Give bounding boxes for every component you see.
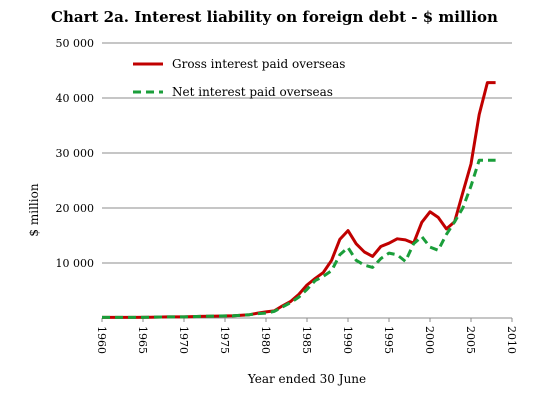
y-tick-label: 20 000: [56, 202, 95, 215]
x-tick-label: 2000: [423, 326, 436, 354]
legend-label: Net interest paid overseas: [172, 85, 333, 99]
y-tick-label: 30 000: [56, 147, 95, 160]
y-axis-ticks: 10 000 20 000 30 000 40 000 50 000: [56, 37, 95, 270]
series-lines: [102, 81, 496, 319]
legend: Gross interest paid overseas Net interest…: [133, 57, 345, 99]
chart-title: Chart 2a. Interest liability on foreign …: [51, 8, 498, 26]
x-tick-label: 1975: [218, 326, 231, 354]
x-tick-label: 1965: [136, 326, 149, 354]
x-axis-label: Year ended 30 June: [247, 372, 366, 386]
series-line-gross: [102, 81, 496, 319]
y-tick-label: 40 000: [56, 92, 95, 105]
legend-label: Gross interest paid overseas: [172, 57, 345, 71]
x-tick-label: 2005: [464, 326, 477, 354]
x-tick-label: 1960: [95, 326, 108, 354]
y-axis-label: $ million: [27, 183, 41, 236]
x-axis-ticks: 1960 1965 1970 1975 1980 1985 1990 1995 2000 2005…: [95, 318, 518, 354]
grid-lines: [102, 42, 512, 319]
x-tick-label: 1980: [259, 326, 272, 354]
x-tick-label: 1995: [382, 326, 395, 354]
x-tick-label: 1970: [177, 326, 190, 354]
y-tick-label: 50 000: [56, 37, 95, 50]
x-tick-label: 1985: [300, 326, 313, 354]
series-line-net: [102, 158, 496, 319]
x-tick-label: 1990: [341, 326, 354, 354]
y-tick-label: 10 000: [56, 257, 95, 270]
x-tick-label: 2010: [505, 326, 518, 354]
